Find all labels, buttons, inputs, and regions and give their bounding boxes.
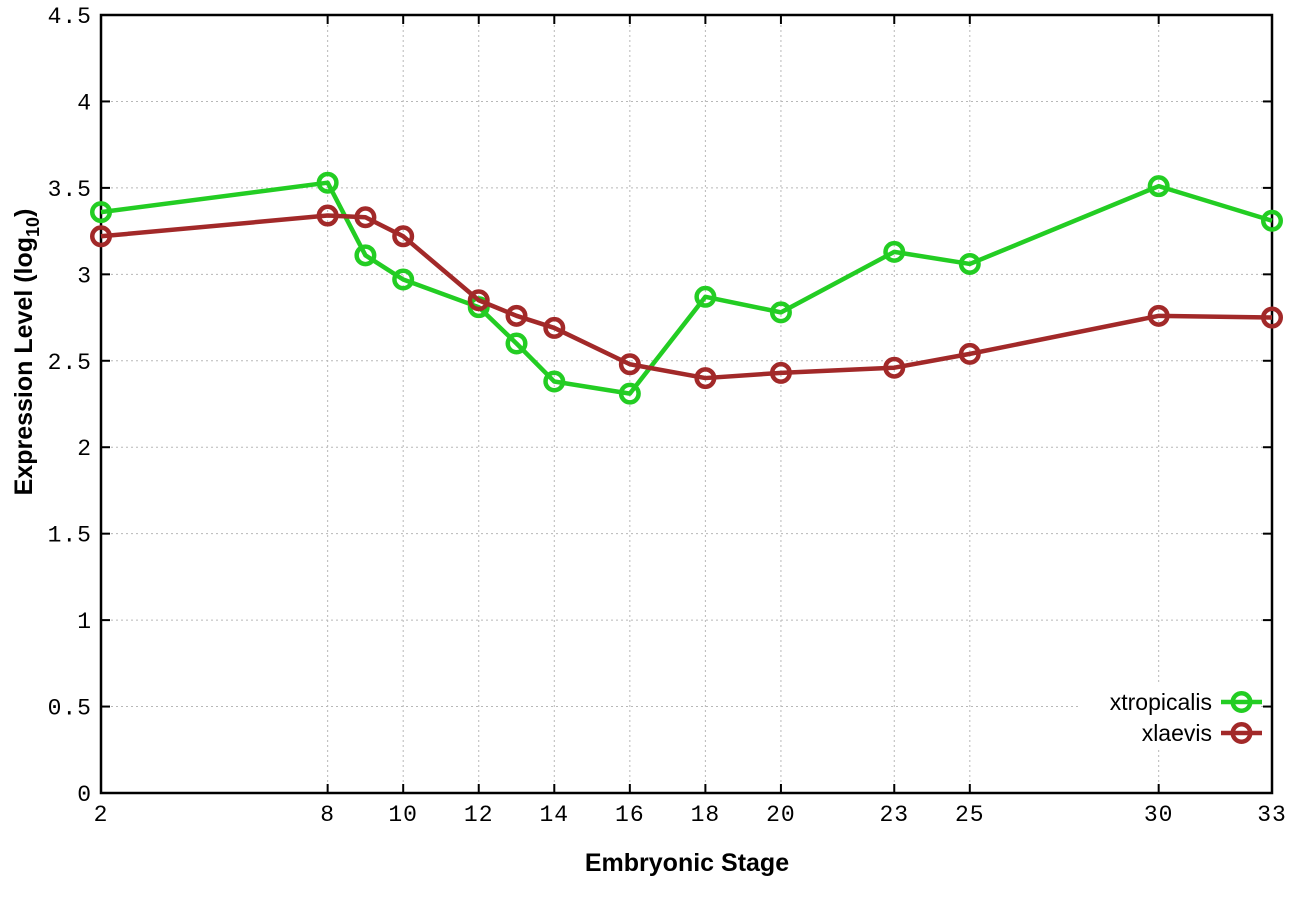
- series-xtropicalis-point: [90, 201, 112, 224]
- series-xtropicalis-point: [543, 370, 566, 393]
- y-tick-label: 4.5: [48, 4, 92, 30]
- x-tick-label: 30: [1144, 802, 1174, 828]
- grid-layer: [100, 14, 1273, 794]
- y-axis-title-suffix: ): [10, 209, 38, 217]
- y-tick-label: 0.5: [48, 696, 92, 722]
- x-tick-label: 12: [464, 802, 494, 828]
- plot-border: [99, 13, 1274, 795]
- series-xtropicalis-point: [694, 285, 717, 308]
- series-xtropicalis-point: [769, 301, 792, 324]
- y-tick-label: 2: [77, 436, 92, 462]
- y-axis-title-subscript: 10: [23, 217, 43, 237]
- legend-marker-xtropicalis: [1230, 691, 1253, 713]
- series-xlaevis-point: [505, 304, 528, 327]
- series-xtropicalis-point: [958, 252, 981, 275]
- legend-background: [1078, 684, 1258, 748]
- y-tick-label: 4: [77, 90, 92, 116]
- y-tick-label: 3: [77, 263, 92, 289]
- series-xlaevis-point: [958, 342, 981, 365]
- series-xlaevis-point: [354, 206, 377, 229]
- y-tick-label: 1.5: [48, 523, 92, 549]
- series-xtropicalis-point: [392, 268, 415, 291]
- x-tick-label: 23: [879, 802, 909, 828]
- x-tick-label: 33: [1257, 802, 1287, 828]
- series-xtropicalis-point: [618, 382, 641, 405]
- x-tick-label: 14: [539, 802, 569, 828]
- series-xtropicalis-point: [1261, 209, 1283, 232]
- series-xtropicalis-point: [354, 244, 377, 267]
- series-xlaevis-point: [769, 361, 792, 384]
- x-tick-label: 25: [955, 802, 985, 828]
- legend-label-xtropicalis: xtropicalis: [1110, 689, 1212, 715]
- series-xlaevis-point: [618, 353, 641, 376]
- series-xtropicalis-point: [1147, 175, 1170, 198]
- y-tick-label: 1: [77, 609, 92, 635]
- series-xtropicalis-point: [316, 171, 339, 194]
- x-tick-label: 8: [320, 802, 335, 828]
- frame-layer: [99, 13, 1274, 795]
- series-xlaevis-point: [90, 225, 112, 248]
- series-xlaevis-point: [1261, 306, 1283, 329]
- series-xlaevis-point: [694, 367, 717, 390]
- series-xlaevis-point: [316, 204, 339, 227]
- y-tick-label: 3.5: [48, 177, 92, 203]
- series-xtropicalis-line: [100, 180, 1273, 396]
- y-tick-label: 0: [77, 782, 92, 808]
- y-axis-title-text: Expression Level (log: [10, 237, 38, 495]
- series-xlaevis-point: [883, 356, 906, 379]
- x-tick-label: 10: [388, 802, 418, 828]
- x-tick-label: 2: [94, 802, 109, 828]
- x-axis-title: Embryonic Stage: [585, 849, 789, 877]
- x-tick-label: 20: [766, 802, 796, 828]
- legend: xtropicalis xlaevis: [1078, 684, 1262, 748]
- series-xlaevis-line: [100, 213, 1273, 381]
- legend-marker-xlaevis: [1230, 722, 1253, 744]
- y-tick-label: 2.5: [48, 350, 92, 376]
- tick-label-layer: 2 8 10 12 14 16 18 20 23 25 30 33 0 0.5 1 1.5 2 2.5 3 3.5 4 4…: [48, 4, 1287, 828]
- series-xlaevis-point: [543, 316, 566, 339]
- series-xlaevis-point: [467, 289, 490, 312]
- series-layer: [90, 171, 1283, 405]
- y-axis-title: Expression Level (log10): [10, 209, 43, 496]
- series-xtropicalis-point: [883, 240, 906, 263]
- x-tick-label: 16: [615, 802, 645, 828]
- legend-label-xlaevis: xlaevis: [1142, 720, 1212, 746]
- series-xlaevis-point: [392, 225, 415, 248]
- series-xtropicalis-point: [505, 332, 528, 355]
- x-tick-label: 18: [691, 802, 721, 828]
- series-xlaevis-point: [1147, 304, 1170, 327]
